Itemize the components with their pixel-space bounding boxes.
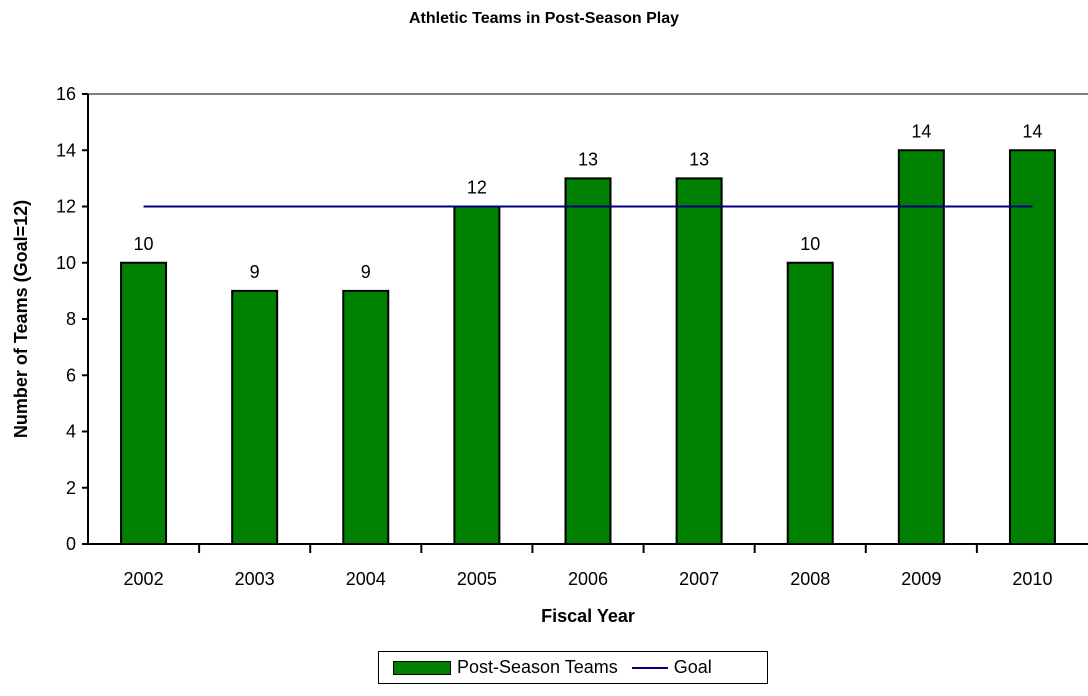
bar-value-label: 9 [250, 262, 260, 282]
x-tick-label: 2007 [679, 569, 719, 589]
bar-value-label: 10 [134, 234, 154, 254]
x-axis-label: Fiscal Year [541, 606, 635, 626]
x-tick-label: 2010 [1012, 569, 1052, 589]
y-tick-label: 14 [56, 140, 76, 160]
x-tick-label: 2005 [457, 569, 497, 589]
bar-value-label: 10 [800, 234, 820, 254]
x-tick-label: 2008 [790, 569, 830, 589]
x-tick-label: 2004 [346, 569, 386, 589]
y-tick-label: 10 [56, 253, 76, 273]
bar-2008 [786, 261, 834, 545]
legend: Post-Season Teams Goal [378, 651, 768, 684]
y-tick-label: 6 [66, 365, 76, 385]
y-tick-label: 2 [66, 478, 76, 498]
chart-title: Athletic Teams in Post-Season Play [408, 10, 679, 27]
legend-swatch-line [631, 666, 668, 669]
legend-label-goal: Goal [673, 657, 712, 677]
y-axis-ticks: 0 2 4 6 8 10 12 14 16 [56, 84, 88, 554]
bar-2010 [1008, 149, 1056, 545]
bar-2002 [120, 261, 168, 545]
bar-value-label: 13 [689, 149, 709, 169]
bar-value-label: 12 [467, 178, 487, 198]
bar-value-label: 14 [1022, 121, 1042, 141]
legend-label-post-season: Post-Season Teams [457, 657, 618, 677]
x-tick-label: 2006 [568, 569, 608, 589]
legend-swatch-bar [393, 660, 451, 675]
bar-2005 [453, 205, 501, 545]
bar-value-label: 14 [911, 121, 931, 141]
x-tick-label: 2003 [235, 569, 275, 589]
bar-value-label: 13 [578, 149, 598, 169]
bar-2009 [897, 149, 945, 545]
y-tick-label: 0 [66, 534, 76, 554]
y-tick-label: 12 [56, 197, 76, 217]
bar-2004 [342, 289, 390, 545]
y-tick-label: 16 [56, 84, 76, 104]
bar-2006 [564, 177, 612, 545]
y-axis-label: Number of Teams (Goal=12) [11, 200, 31, 438]
bar-data-labels: 10 9 9 12 13 13 10 14 14 [134, 121, 1043, 282]
bar-series [120, 149, 1056, 545]
y-tick-label: 4 [66, 422, 76, 442]
bar-2007 [675, 177, 723, 545]
x-tick-label: 2002 [124, 569, 164, 589]
bar-value-label: 9 [361, 262, 371, 282]
x-tick-label: 2009 [901, 569, 941, 589]
bar-2003 [231, 289, 279, 545]
y-tick-label: 8 [66, 309, 76, 329]
x-axis-ticks: 2002 2003 2004 2005 2006 2007 2008 2009 2010 [124, 544, 1052, 589]
